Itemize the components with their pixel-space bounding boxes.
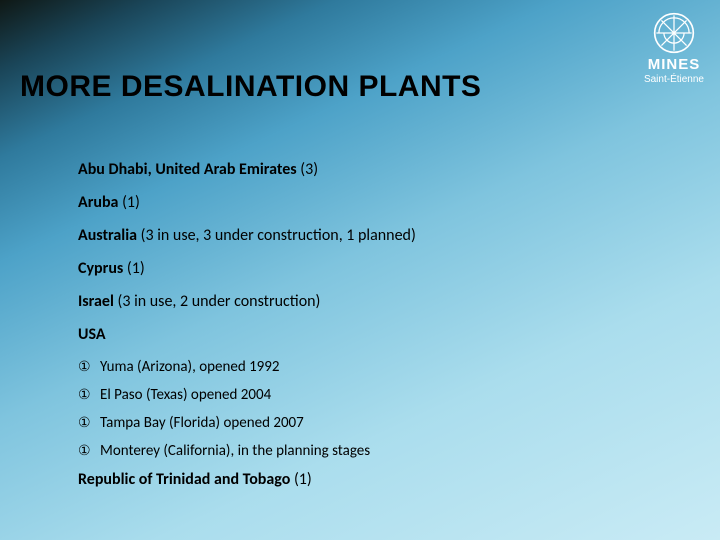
bullet-icon: ① xyxy=(78,389,100,403)
country-item: Australia (3 in use, 3 under constructio… xyxy=(78,226,680,245)
country-name: Aruba xyxy=(78,193,118,212)
country-item: Republic of Trinidad and Tobago (1) xyxy=(78,470,680,489)
list-item: ① Tampa Bay (Florida) opened 2007 xyxy=(78,414,680,432)
list-item: ① El Paso (Texas) opened 2004 xyxy=(78,386,680,404)
list-item-text: Yuma (Arizona), opened 1992 xyxy=(100,358,280,376)
bullet-icon: ① xyxy=(78,417,100,431)
bullet-icon: ① xyxy=(78,361,100,375)
list-item: ① Yuma (Arizona), opened 1992 xyxy=(78,358,680,376)
list-item: ① Monterey (California), in the planning… xyxy=(78,442,680,460)
list-item-text: Monterey (California), in the planning s… xyxy=(100,442,370,460)
country-name: Israel xyxy=(78,292,114,311)
country-detail: (1) xyxy=(127,259,145,278)
country-detail: (3 in use, 3 under construction, 1 plann… xyxy=(141,226,416,245)
country-detail: (3 in use, 2 under construction) xyxy=(118,292,321,311)
slide-title: MORE DESALINATION PLANTS xyxy=(20,70,481,104)
logo-block: MINES Saint-Étienne xyxy=(644,12,704,85)
mines-logo-icon xyxy=(653,12,695,54)
country-name: Australia xyxy=(78,226,137,245)
country-item: Cyprus (1) xyxy=(78,259,680,278)
country-name: Abu Dhabi, United Arab Emirates xyxy=(78,160,297,179)
country-item: Aruba (1) xyxy=(78,193,680,212)
country-detail: (1) xyxy=(122,193,140,212)
logo-text-primary: MINES xyxy=(648,56,701,73)
usa-sublist: ① Yuma (Arizona), opened 1992 ① El Paso … xyxy=(78,358,680,460)
country-item: USA xyxy=(78,325,680,344)
country-name: Cyprus xyxy=(78,259,123,278)
country-item: Abu Dhabi, United Arab Emirates (3) xyxy=(78,160,680,179)
country-detail: (3) xyxy=(300,160,318,179)
country-detail: (1) xyxy=(294,470,312,489)
bullet-icon: ① xyxy=(78,445,100,459)
list-item-text: El Paso (Texas) opened 2004 xyxy=(100,386,271,404)
country-name: Republic of Trinidad and Tobago xyxy=(78,470,290,489)
country-item: Israel (3 in use, 2 under construction) xyxy=(78,292,680,311)
logo-text-secondary: Saint-Étienne xyxy=(644,74,704,85)
country-name: USA xyxy=(78,325,106,344)
content-area: Abu Dhabi, United Arab Emirates (3) Arub… xyxy=(78,160,680,503)
list-item-text: Tampa Bay (Florida) opened 2007 xyxy=(100,414,304,432)
